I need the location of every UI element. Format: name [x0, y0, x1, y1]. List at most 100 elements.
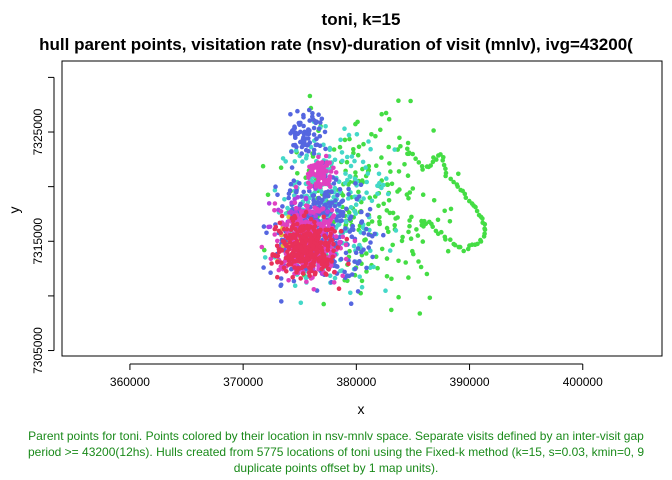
data-point	[473, 204, 478, 210]
data-point	[327, 273, 333, 279]
data-point	[322, 253, 327, 258]
data-point	[261, 224, 267, 229]
data-point	[317, 245, 323, 250]
data-point	[335, 223, 341, 228]
data-point	[353, 202, 359, 207]
data-point	[348, 290, 353, 296]
data-point	[277, 220, 283, 226]
data-point	[292, 283, 298, 289]
data-point	[448, 176, 454, 182]
data-point	[307, 270, 312, 275]
data-point	[365, 171, 371, 176]
data-point	[308, 144, 314, 150]
data-point	[343, 250, 349, 256]
data-point	[262, 247, 267, 253]
data-point	[407, 218, 412, 223]
data-point	[293, 241, 299, 246]
data-point	[353, 181, 358, 186]
x-tick-label: 370000	[223, 375, 263, 389]
data-point	[344, 154, 350, 160]
data-point	[329, 263, 334, 268]
data-point	[413, 156, 418, 161]
data-point	[326, 181, 331, 187]
data-point	[328, 169, 334, 174]
data-point	[318, 120, 323, 125]
data-point	[324, 272, 329, 277]
data-point	[309, 168, 314, 173]
data-point	[298, 129, 303, 135]
data-point	[317, 255, 323, 260]
data-point	[481, 234, 487, 239]
data-point	[316, 263, 321, 269]
data-point	[406, 229, 411, 235]
data-point	[323, 146, 328, 152]
data-point	[269, 261, 274, 266]
data-point	[338, 268, 343, 274]
data-point	[342, 137, 348, 143]
data-point	[388, 169, 393, 174]
data-point	[384, 182, 390, 187]
data-point	[302, 213, 307, 218]
data-point	[265, 192, 271, 198]
data-point	[306, 180, 311, 186]
data-point	[379, 155, 384, 160]
data-point	[337, 187, 343, 192]
data-point	[331, 181, 337, 186]
data-point	[321, 166, 327, 172]
data-point	[330, 254, 336, 260]
data-point	[293, 205, 299, 211]
data-point	[315, 207, 321, 212]
data-point	[442, 234, 448, 240]
data-point	[445, 248, 451, 254]
data-point	[415, 233, 421, 238]
data-point	[302, 142, 307, 148]
data-point	[410, 186, 416, 191]
data-point	[351, 243, 357, 249]
data-point	[402, 162, 407, 167]
data-point	[440, 158, 446, 163]
data-point	[410, 151, 416, 157]
data-point	[302, 263, 308, 269]
data-point	[333, 234, 339, 239]
data-point	[377, 221, 383, 227]
data-point	[306, 244, 311, 250]
data-point	[288, 232, 293, 238]
data-point	[288, 262, 294, 267]
data-point	[325, 247, 331, 253]
data-point	[461, 248, 467, 254]
data-point	[319, 262, 325, 267]
data-point	[352, 158, 357, 164]
data-point	[419, 218, 424, 224]
data-point	[344, 159, 350, 165]
data-point	[291, 222, 296, 228]
data-point	[393, 216, 398, 221]
data-point	[281, 226, 287, 232]
data-point	[331, 280, 337, 285]
data-point	[264, 230, 269, 236]
data-point	[316, 112, 321, 117]
data-point	[284, 243, 289, 248]
data-point	[332, 157, 338, 163]
data-point	[456, 244, 462, 250]
data-point	[478, 239, 484, 244]
data-point	[272, 226, 278, 232]
data-point	[279, 299, 284, 304]
data-point	[311, 147, 317, 153]
data-point	[381, 182, 386, 188]
data-point	[336, 201, 342, 207]
data-point	[303, 259, 309, 265]
data-point	[268, 256, 274, 262]
data-point	[375, 265, 380, 271]
data-point	[333, 198, 338, 203]
data-point	[316, 234, 322, 239]
data-point	[356, 189, 361, 195]
data-point	[307, 128, 312, 133]
data-point	[322, 233, 327, 238]
data-point	[339, 150, 345, 155]
data-point	[315, 200, 320, 205]
data-point	[313, 142, 319, 148]
data-point	[385, 191, 391, 197]
data-point	[317, 143, 323, 149]
data-point	[300, 159, 305, 164]
data-point	[328, 217, 334, 223]
